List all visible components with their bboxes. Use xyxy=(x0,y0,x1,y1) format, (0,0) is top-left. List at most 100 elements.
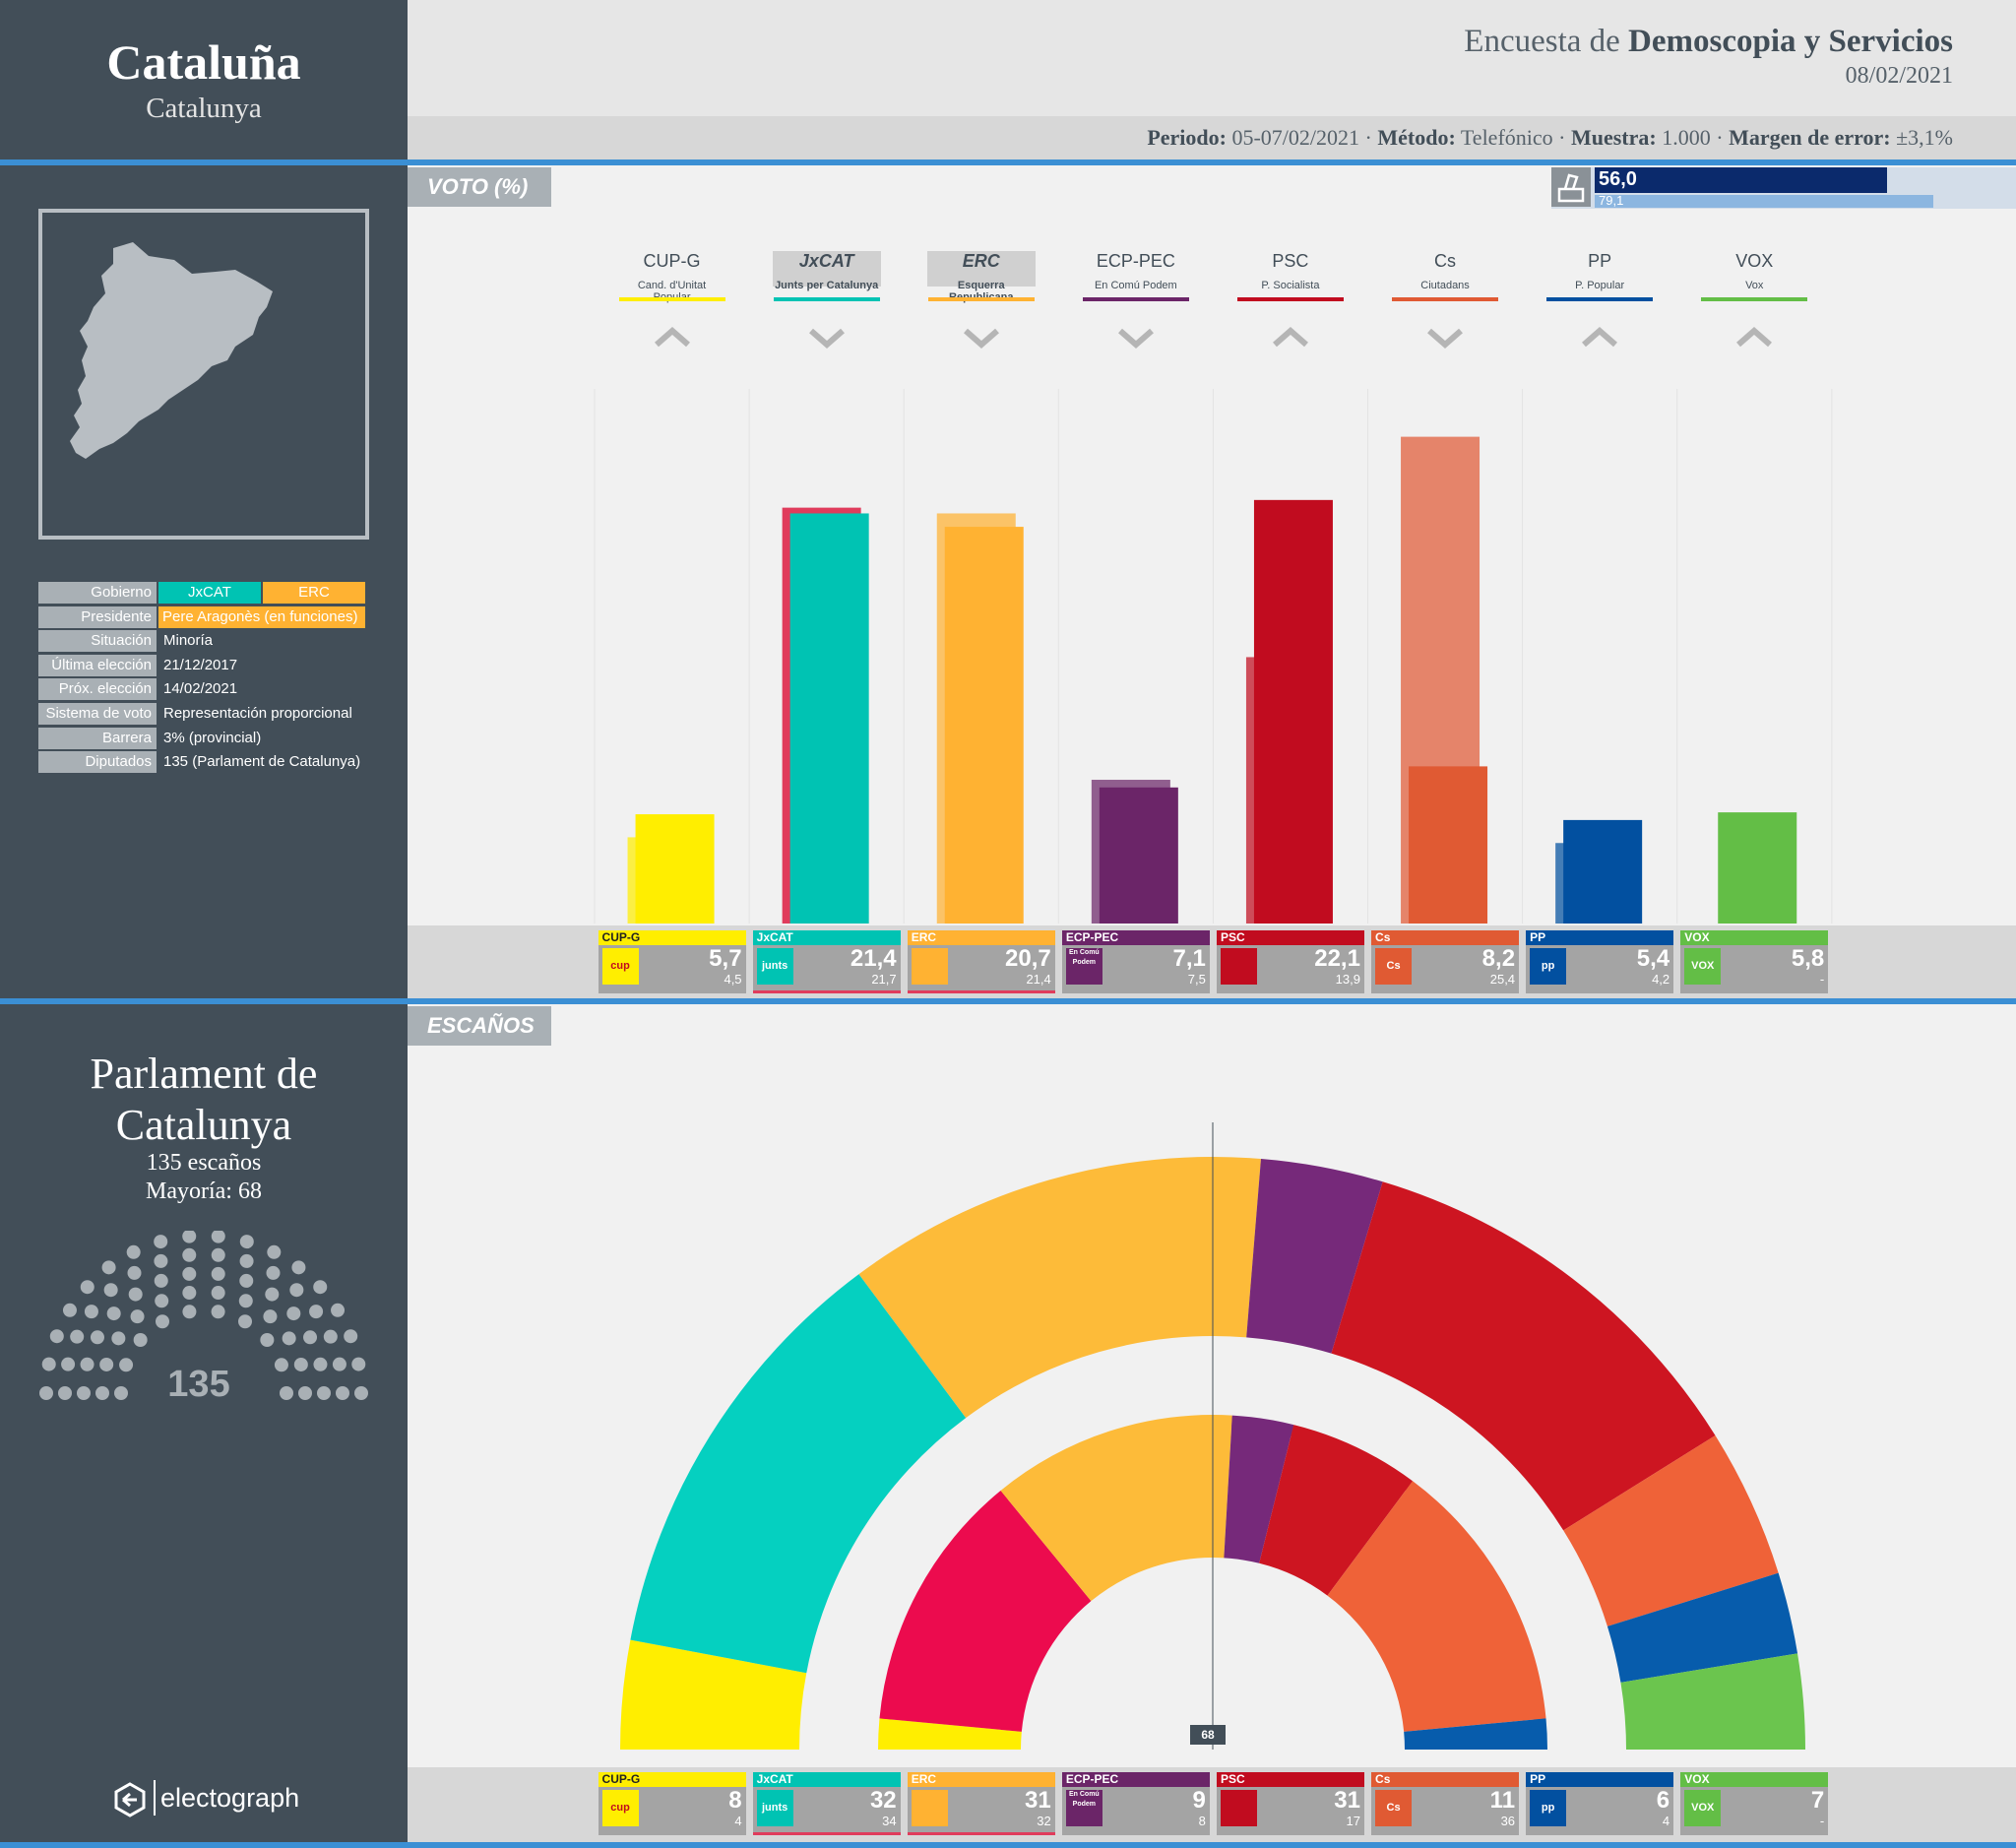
party-logo-icon xyxy=(1220,948,1257,985)
seat-dot xyxy=(154,1235,168,1249)
seat-box-cs: Cs Cs 11 36 xyxy=(1371,1772,1520,1835)
seat-dot xyxy=(286,1306,301,1321)
vote-box-cup-g: CUP-G cup 5,7 4,5 xyxy=(598,930,746,993)
party-name-ecp-pec: ECP-PEC xyxy=(1096,251,1175,271)
margin-label: Margen de error: xyxy=(1729,125,1891,150)
party-logo-icon: Cs xyxy=(1375,948,1413,985)
seat-arc-pp xyxy=(1606,1572,1798,1683)
box-value: 11 xyxy=(1489,1787,1516,1814)
seat-dot xyxy=(211,1231,225,1243)
box-previous-value: 17 xyxy=(1346,1814,1360,1828)
box-previous-value: 4 xyxy=(1662,1814,1670,1828)
prev-seat-arc-psc xyxy=(1259,1425,1414,1596)
prev-seat-arc-pp xyxy=(1404,1718,1547,1750)
turnout-previous-value: 79,1 xyxy=(1599,193,1624,208)
catalonia-map-icon xyxy=(70,242,273,459)
seat-dot xyxy=(211,1286,225,1301)
brand-name: electograph xyxy=(160,1783,300,1813)
seat-dot xyxy=(238,1294,253,1308)
box-value: 22,1 xyxy=(1314,945,1360,972)
seat-dot xyxy=(62,1303,77,1317)
box-previous-value: 4 xyxy=(734,1814,742,1828)
seat-dot xyxy=(70,1329,85,1344)
region-map xyxy=(38,209,369,540)
seat-dot xyxy=(332,1357,346,1371)
chevron-up-icon xyxy=(653,317,692,356)
seat-dot xyxy=(309,1305,324,1319)
seat-dot xyxy=(344,1329,358,1344)
seat-dot xyxy=(265,1287,280,1302)
box-previous-value: 21,7 xyxy=(871,972,897,987)
box-value: 5,8 xyxy=(1791,945,1825,972)
chevron-down-icon xyxy=(1116,317,1156,356)
ballot-box-icon xyxy=(1551,167,1591,207)
pollster-name: Demoscopia y Servicios xyxy=(1628,24,1953,59)
party-logo-icon: Cs xyxy=(1375,1790,1413,1826)
party-logo-icon: cup xyxy=(601,948,639,985)
seat-arc-jxcat xyxy=(630,1274,967,1674)
box-previous-value: 25,4 xyxy=(1489,972,1516,987)
box-party-name: PP xyxy=(1526,930,1674,945)
chevron-up-icon xyxy=(1271,317,1310,356)
chevron-up-icon xyxy=(1734,317,1774,356)
seat-dot xyxy=(336,1386,349,1400)
parliament-name: Parlament de Catalunya xyxy=(90,1050,318,1149)
box-party-name: CUP-G xyxy=(598,930,746,945)
survey-meta: Periodo: 05-07/02/2021 · Método: Telefón… xyxy=(1147,125,1953,150)
seat-dot xyxy=(95,1386,109,1400)
method-label: Método: xyxy=(1377,125,1456,150)
bar-jxcat xyxy=(789,513,869,924)
seat-dot xyxy=(128,1287,143,1302)
seat-dot xyxy=(239,1235,254,1249)
vote-section-tag: VOTO (%) xyxy=(408,167,551,207)
seat-dot xyxy=(182,1266,197,1281)
seat-dot xyxy=(267,1244,282,1259)
seat-dot xyxy=(80,1357,94,1371)
box-party-name: PSC xyxy=(1216,930,1364,945)
seat-arc-cs xyxy=(1563,1434,1779,1626)
seat-arc-ecp-pec xyxy=(1246,1158,1383,1354)
party-name-erc: ERC xyxy=(926,251,1036,287)
box-previous-value: 4,5 xyxy=(724,972,742,987)
vote-bar-chart xyxy=(594,389,1833,924)
info-label: Diputados xyxy=(38,751,157,774)
seat-dot xyxy=(282,1331,296,1346)
info-label: Próx. elección xyxy=(38,678,157,701)
prev-seat-arc-cs xyxy=(1327,1481,1546,1732)
method-value: Telefónico xyxy=(1460,125,1553,150)
seat-box-vox: VOX VOX 7- xyxy=(1680,1772,1829,1835)
box-value: 9 xyxy=(1192,1787,1206,1814)
box-party-name: ECP-PEC xyxy=(1061,930,1210,945)
majority-marker: 68 xyxy=(1190,1725,1226,1745)
seat-dot xyxy=(239,1273,254,1288)
seat-arc-erc xyxy=(858,1157,1261,1419)
seat-box-erc: ERC 31 32 xyxy=(907,1772,1055,1835)
party-color-line xyxy=(1392,297,1499,301)
party-logo-icon xyxy=(911,1790,948,1826)
box-previous-value: 32 xyxy=(1037,1814,1051,1828)
seat-arc-vox xyxy=(1620,1653,1805,1750)
region-local-name: Catalunya xyxy=(146,93,262,124)
box-party-name: ERC xyxy=(907,930,1055,945)
bar-cup-g xyxy=(635,814,715,924)
chevron-down-icon xyxy=(1425,317,1465,356)
survey-date: 08/02/2021 xyxy=(1845,63,1953,89)
president-value: Pere Aragonès (en funciones) xyxy=(158,605,365,628)
period-label: Periodo: xyxy=(1147,125,1227,150)
seat-dot xyxy=(61,1357,76,1371)
box-value: 7,1 xyxy=(1172,945,1206,972)
box-previous-value: 7,5 xyxy=(1187,972,1206,987)
party-color-line xyxy=(1236,297,1344,301)
box-party-name: VOX xyxy=(1680,930,1829,945)
seat-box-ecp-pec: ECP-PEC En Comú Podem 9 8 xyxy=(1061,1772,1210,1835)
prev-seat-arc-cup-g xyxy=(878,1718,1022,1750)
seat-dot xyxy=(280,1386,293,1400)
box-party-name: JxCAT xyxy=(752,930,901,945)
divider-line xyxy=(0,1842,2016,1848)
turnout-previous-bar xyxy=(1595,195,1934,208)
seat-dot xyxy=(77,1386,91,1400)
info-row-next-election: Próx. elección 14/02/2021 xyxy=(38,677,373,702)
parliament-seats: 135 escaños xyxy=(146,1150,262,1176)
seat-dot xyxy=(130,1309,145,1324)
chevron-up-icon xyxy=(1580,317,1619,356)
